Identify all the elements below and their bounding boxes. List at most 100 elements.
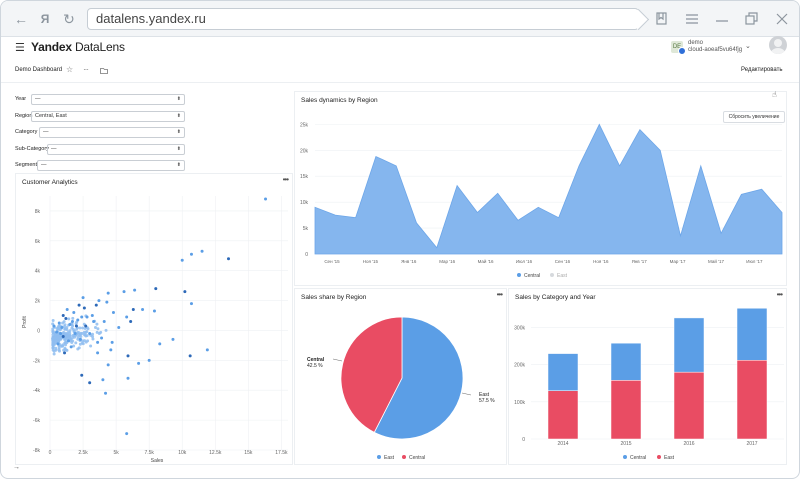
y-tick-label: 300k [514, 326, 525, 332]
y-tick-label: 6k [35, 239, 41, 245]
bar-menu-icon[interactable]: ••• [776, 290, 783, 299]
scatter-point [80, 373, 84, 377]
scatter-point [56, 335, 60, 339]
avatar[interactable] [769, 36, 787, 54]
folder-icon[interactable] [100, 67, 108, 74]
x-tick-label: 12.5k [209, 450, 222, 456]
scatter-point [152, 309, 156, 313]
scatter-point [79, 331, 83, 335]
scatter-point [69, 345, 73, 349]
legend-marker-central [623, 455, 627, 459]
edit-button[interactable]: Редактировать [741, 67, 783, 73]
scatter-point [72, 329, 76, 333]
filter-select[interactable]: — ⬍ [39, 127, 185, 138]
scatter-point [104, 391, 108, 395]
scatter-point [81, 326, 85, 330]
scatter-point [189, 252, 193, 256]
address-bar[interactable]: datalens.yandex.ru [87, 8, 639, 30]
expand-arrow-icon[interactable]: → [13, 464, 20, 471]
reset-zoom-button[interactable]: Сбросить увеличение [723, 111, 785, 123]
scatter-chart[interactable]: -8k -6k -4k -2k 0 2k 4k 6k 8k 0 2.5k 5k 7.5k 10k 12.5k… [16, 174, 294, 466]
hamburger-icon[interactable]: ☰ [15, 42, 25, 54]
x-tick-label: Янв '16 [401, 259, 417, 264]
scatter-point [89, 344, 93, 348]
yandex-icon[interactable]: Я [40, 12, 50, 26]
y-tick-label: 100k [514, 400, 525, 406]
scatter-point [67, 339, 71, 343]
scatter-point [105, 300, 109, 304]
restore-icon[interactable] [745, 12, 759, 26]
pie-leader-east [461, 392, 472, 396]
x-tick-label: Мар '16 [439, 259, 455, 264]
filter-year: Year — ⬍ [15, 94, 185, 105]
scatter-point [125, 432, 129, 436]
scatter-point [61, 314, 65, 318]
scatter-point [64, 331, 68, 335]
filter-select[interactable]: — ⬍ [37, 160, 185, 171]
y-tick-label: 10k [300, 200, 309, 206]
scatter-point [80, 341, 84, 345]
scatter-point [90, 314, 94, 318]
y-tick-label: -2k [33, 358, 40, 364]
filter-select[interactable]: Central, East ⬍ [31, 110, 185, 122]
scatter-point [122, 290, 126, 294]
browser-toolbar: ← Я ↻ datalens.yandex.ru [1, 1, 799, 37]
scatter-point [93, 325, 97, 329]
scatter-point [131, 308, 135, 312]
scatter-point [70, 320, 74, 324]
scatter-point [59, 331, 63, 335]
dashboard-toolbar: Demo Dashboard ☆ ··· Редактировать [1, 61, 799, 83]
scatter-point [57, 348, 61, 352]
scatter-point [70, 341, 74, 345]
more-icon[interactable]: ··· [83, 65, 89, 74]
scatter-point [63, 327, 67, 331]
y-tick-label: 4k [35, 269, 41, 275]
back-icon[interactable]: ← [14, 11, 28, 27]
reload-icon[interactable]: ↻ [63, 11, 75, 27]
x-tick-label: Сен '15 [324, 259, 340, 264]
filter-select[interactable]: — ⬍ [47, 143, 185, 155]
scatter-point [75, 327, 79, 331]
pie-slice-central [340, 316, 403, 433]
scatter-point [92, 320, 96, 324]
area-chart[interactable]: 0 5k 10k 15k 20k 25k Сен '15 Ноя '15 Янв '16 Мар … [295, 92, 788, 287]
filter-value: Central, East [35, 112, 67, 119]
y-tick-label: 0 [37, 328, 40, 334]
bookmark-icon[interactable] [655, 12, 669, 26]
close-icon[interactable] [775, 12, 789, 26]
x-tick-label: 7.5k [144, 450, 154, 456]
app-logo[interactable]: Yandex DataLens [31, 40, 125, 54]
x-tick-label: Ноя '15 [363, 259, 379, 264]
filter-category: Category — ⬍ [15, 127, 185, 138]
scatter-point [91, 337, 95, 341]
legend-label-east: East [557, 273, 568, 279]
scatter-point [126, 354, 130, 358]
scatter-point [66, 336, 70, 340]
scatter-point [183, 290, 187, 294]
scatter-point [57, 321, 61, 325]
scatter-point [57, 339, 61, 343]
scatter-point [85, 334, 89, 338]
scatter-menu-icon[interactable]: ••• [282, 175, 289, 184]
menu-icon[interactable] [685, 13, 699, 25]
x-tick-label: Янв '17 [632, 259, 648, 264]
logo-product: DataLens [74, 40, 125, 54]
chevron-down-icon[interactable]: ⌄ [745, 43, 751, 50]
pie-slice-east [373, 316, 464, 440]
bar-central-2014 [547, 353, 579, 391]
minimize-icon[interactable] [715, 13, 729, 25]
legend-marker-east [550, 273, 554, 277]
scatter-point [74, 324, 78, 328]
star-icon[interactable]: ☆ [66, 65, 74, 74]
legend-label-east: East [384, 455, 395, 461]
scatter-point [68, 331, 72, 335]
scatter-point [83, 326, 87, 330]
scatter-point [63, 341, 67, 345]
legend-label-central: Central [630, 455, 646, 461]
pie-menu-icon[interactable]: ••• [496, 290, 503, 299]
filter-label: Category [15, 129, 38, 135]
filter-select[interactable]: — ⬍ [31, 94, 185, 105]
legend-label-central: Central [524, 273, 540, 279]
bar-chart[interactable]: 0 100k 200k 300k 2014 2015 2016 2017 Central East [509, 289, 788, 466]
